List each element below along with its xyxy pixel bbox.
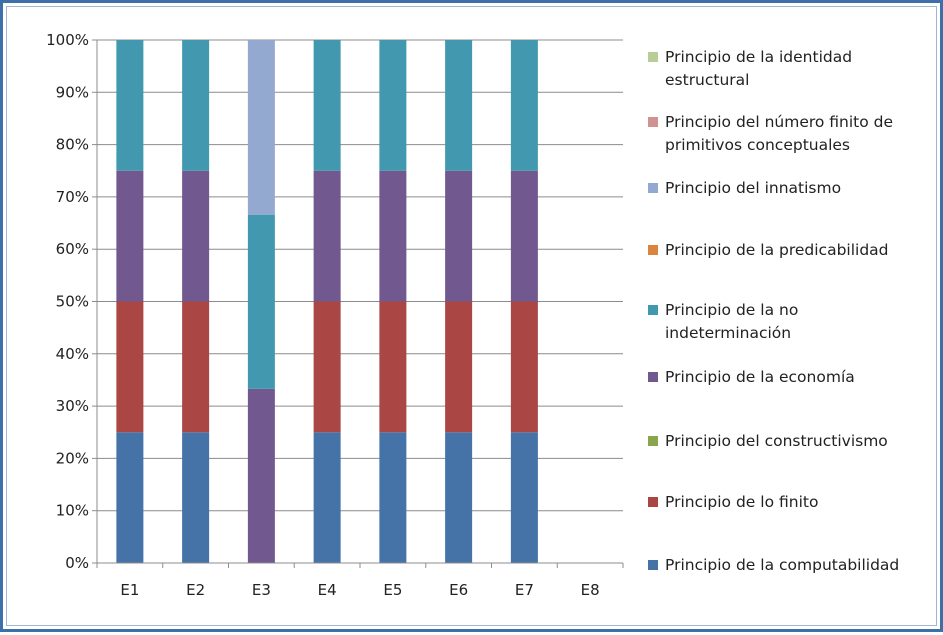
bar-segment: [445, 170, 473, 302]
legend-swatch: [648, 117, 658, 127]
bar-segment: [379, 170, 407, 302]
bar-segment: [313, 301, 341, 433]
legend-label: estructural: [665, 71, 750, 89]
legend-label: Principio de la predicabilidad: [665, 241, 889, 259]
bar-segment: [379, 301, 407, 433]
y-tick-label: 50%: [56, 293, 89, 311]
legend-label: indeterminación: [665, 324, 791, 342]
y-tick-label: 0%: [65, 554, 89, 572]
bar-segment: [510, 432, 538, 563]
bar-segment: [313, 40, 341, 171]
bar-segments: [116, 40, 538, 563]
stacked-bar-chart: 0% 10% 20% 30% 40% 50% 60% 70% 80% 90% 100% E1 E2 E3…: [46, 31, 899, 599]
legend-swatch: [648, 305, 658, 315]
x-tick-label: E4: [318, 581, 337, 599]
bar-segment: [379, 432, 407, 563]
legend-label: Principio de la economía: [665, 368, 855, 386]
y-tick-label: 70%: [56, 188, 89, 206]
x-tick-labels: E1 E2 E3 E4 E5 E6 E7 E8: [120, 581, 599, 599]
legend-label: Principio de lo finito: [665, 493, 818, 511]
bar-segment: [510, 170, 538, 302]
bar-segment: [313, 432, 341, 563]
legend: Principio de la identidad estructural Prin…: [648, 48, 899, 574]
bar-segment: [116, 40, 144, 171]
bar-segment: [379, 40, 407, 171]
bar-segment: [510, 301, 538, 433]
y-tick-label: 80%: [56, 136, 89, 154]
legend-swatch: [648, 245, 658, 255]
bar-segment: [182, 432, 210, 563]
legend-swatch: [648, 436, 658, 446]
y-tick-labels: 0% 10% 20% 30% 40% 50% 60% 70% 80% 90% 100%: [46, 31, 89, 572]
bar-segment: [247, 388, 275, 563]
legend-swatch: [648, 497, 658, 507]
y-tick-label: 10%: [56, 502, 89, 520]
axes: [92, 39, 624, 568]
gridlines: [97, 39, 623, 512]
y-tick-label: 60%: [56, 240, 89, 258]
bar-segment: [182, 301, 210, 433]
y-tick-label: 90%: [56, 83, 89, 101]
x-tick-label: E7: [515, 581, 534, 599]
y-tick-label: 20%: [56, 449, 89, 467]
bar-segment: [116, 170, 144, 302]
x-tick-label: E8: [581, 581, 600, 599]
x-tick-label: E1: [120, 581, 139, 599]
bar-segment: [445, 432, 473, 563]
bar-segment: [247, 40, 275, 215]
bar-segment: [182, 40, 210, 171]
bar-segment: [182, 170, 210, 302]
legend-label: Principio de la computabilidad: [665, 556, 899, 574]
legend-swatch: [648, 560, 658, 570]
bar-segment: [445, 40, 473, 171]
x-tick-label: E5: [383, 581, 402, 599]
bar-segment: [116, 301, 144, 433]
legend-swatch: [648, 372, 658, 382]
legend-label: primitivos conceptuales: [665, 136, 850, 154]
x-tick-label: E6: [449, 581, 468, 599]
bar-segment: [247, 214, 275, 389]
legend-label: Principio del número finito de: [665, 113, 893, 131]
y-tick-label: 40%: [56, 345, 89, 363]
legend-label: Principio de la identidad: [665, 48, 852, 66]
legend-swatch: [648, 52, 658, 62]
x-tick-label: E2: [186, 581, 205, 599]
x-tick-label: E3: [252, 581, 271, 599]
bar-segment: [116, 432, 144, 563]
y-tick-label: 30%: [56, 397, 89, 415]
bar-segment: [313, 170, 341, 302]
legend-label: Principio del constructivismo: [665, 432, 888, 450]
bar-segment: [445, 301, 473, 433]
legend-label: Principio del innatismo: [665, 179, 841, 197]
legend-label: Principio de la no: [665, 301, 798, 319]
legend-swatch: [648, 183, 658, 193]
y-tick-label: 100%: [46, 31, 89, 49]
bar-segment: [510, 40, 538, 171]
